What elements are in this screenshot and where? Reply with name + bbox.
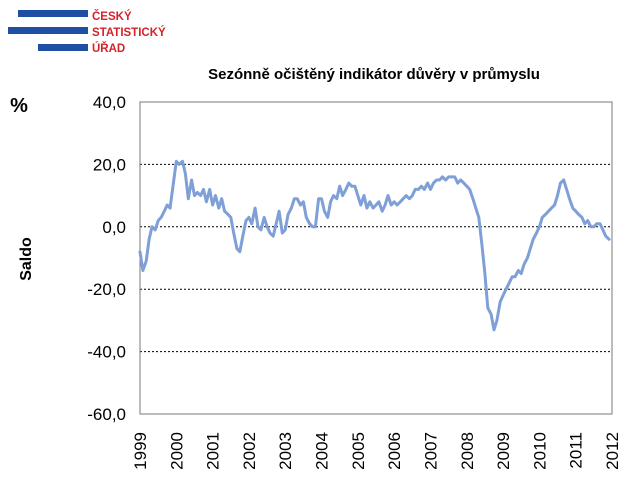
series-line-0 [138,159,611,332]
y-tick-label: 40,0 [93,93,126,112]
y-tick-label: 20,0 [93,155,126,174]
logo-bar-2 [8,27,88,34]
logo-text-line1: ČESKÝ [92,10,132,23]
x-tick-label: 2008 [458,432,477,470]
series-layer [138,159,611,332]
x-tick-label: 2006 [385,432,404,470]
x-tick-label: 2000 [167,432,186,470]
y-axis-label: Saldo [18,237,35,281]
unit-label: % [10,95,28,117]
y-tick-label: -20,0 [87,280,126,299]
x-tick-label: 2004 [313,432,332,470]
x-tick-labels: 1999 2000 2001 2002 2003 2004 2005 2006 2007 2008… [131,432,622,470]
x-tick-label: 2002 [240,432,259,470]
logo-bar-1 [18,10,88,17]
chart-title: Sezónně očištěný indikátor důvěry v prům… [208,66,540,83]
gridlines [140,163,612,353]
x-tick-label: 2011 [567,432,586,469]
logo-text-line2: STATISTICKÝ [92,26,166,39]
x-tick-label: 1999 [131,432,150,470]
y-tick-labels: 40,0 20,0 0,0 -20,0 -40,0 -60,0 [87,93,126,424]
y-tick-label: -40,0 [87,343,126,362]
x-tick-label: 2010 [530,432,549,470]
logo-bar-3 [38,44,88,51]
x-tick-label: 2001 [204,432,223,470]
x-tick-label: 2003 [276,432,295,470]
x-tick-label: 2005 [349,432,368,470]
logo-text-line3: ÚŘAD [92,42,125,55]
y-tick-label: -60,0 [87,405,126,424]
x-tick-label: 2012 [603,432,622,470]
y-tick-label: 0,0 [102,218,126,237]
x-tick-label: 2009 [494,432,513,470]
plot-area-frame [139,101,613,415]
csu-logo: ČESKÝ STATISTICKÝ ÚŘAD [8,10,166,55]
x-tick-label: 2007 [421,432,440,470]
